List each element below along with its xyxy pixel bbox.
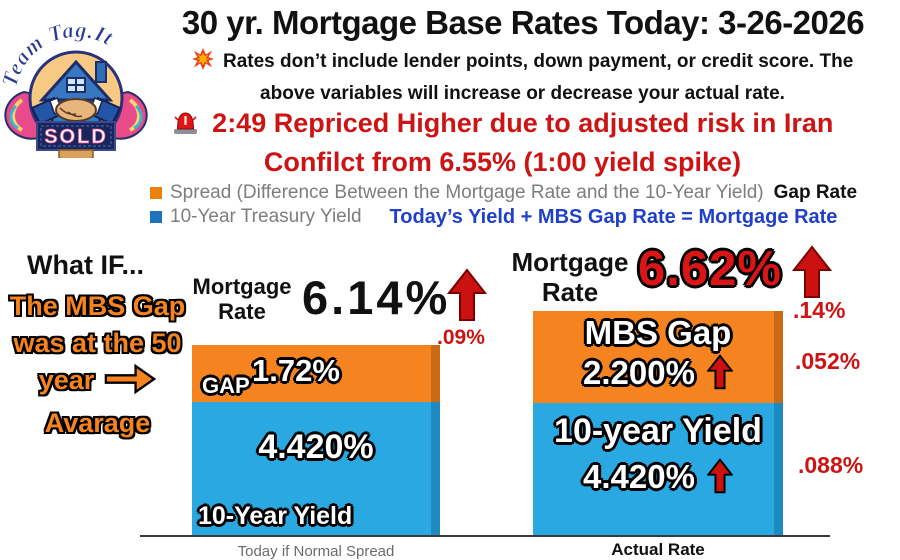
annotation-line1: The MBS Gap bbox=[9, 291, 186, 321]
reprice-alert: 2:49 Repriced Higher due to adjusted ris… bbox=[105, 106, 900, 180]
left-yield-value: 4.420% bbox=[258, 428, 374, 466]
rate-formula: Today’s Yield + MBS Gap Rate = Mortgage … bbox=[389, 205, 838, 228]
alert-line1: 2:49 Repriced Higher due to adjusted ris… bbox=[212, 108, 834, 138]
right-arrow-icon bbox=[104, 363, 157, 401]
disclaimer-line1: Rates don’t include lender points, down … bbox=[223, 51, 854, 72]
spread-legend-label: Spread (Difference Between the Mortgage … bbox=[170, 182, 764, 203]
left-bar-yield-segment: 4.420% 10-Year Yield bbox=[192, 402, 440, 535]
left-bar-gap-segment: 1.72% GAP bbox=[192, 345, 440, 402]
right-gap-name: MBS Gap bbox=[584, 314, 732, 351]
right-yield-value: 4.420% bbox=[583, 458, 695, 495]
x-axis-label-right: Actual Rate bbox=[611, 540, 705, 559]
rate-disclaimer: Rates don’t include lender points, down … bbox=[150, 48, 895, 108]
left-total-rate: 6.14% bbox=[302, 271, 451, 324]
yield-legend-label: 10-Year Treasury Yield bbox=[170, 206, 362, 227]
page-title: 30 yr. Mortgage Base Rates Today: 3-26-2… bbox=[181, 4, 865, 41]
mbs-gap-annotation: The MBS Gap was at the 50 year Avarage bbox=[0, 288, 195, 442]
alert-line2: Confilct from 6.55% (1:00 yield spike) bbox=[263, 147, 742, 178]
left-total-change: .09% bbox=[437, 326, 485, 349]
right-total-rate: 6.62% bbox=[638, 242, 782, 296]
what-if-heading: What IF... bbox=[27, 250, 144, 280]
logo-house-chimney bbox=[95, 61, 107, 83]
bar-actual-rate: MBS Gap 2.200% 10-year Yield 4.420% bbox=[533, 311, 783, 535]
right-bar-title: Mortgage Rate bbox=[511, 247, 629, 307]
team-tag-it-sold-logo: SOLD Team Tag.It bbox=[0, 0, 150, 165]
bar-today-if-normal-spread: 1.72% GAP 4.420% 10-Year Yield bbox=[192, 345, 440, 535]
right-gap-value: 2.200% bbox=[583, 354, 695, 391]
right-bar-yield-segment: 10-year Yield 4.420% bbox=[533, 403, 783, 535]
left-total-up-arrow-icon bbox=[446, 268, 488, 327]
right-total-change: .14% bbox=[793, 297, 846, 323]
right-yield-up-arrow-icon bbox=[706, 458, 734, 501]
legend-row-yield: 10-Year Treasury Yield Today’s Yield + M… bbox=[150, 205, 837, 229]
annotation-line4: Avarage bbox=[44, 408, 151, 438]
x-axis-label-left: Today if Normal Spread bbox=[237, 543, 395, 560]
x-axis-line bbox=[140, 535, 830, 537]
right-yield-change: .088% bbox=[798, 452, 864, 478]
right-gap-up-arrow-icon bbox=[706, 354, 734, 397]
right-total-up-arrow-icon bbox=[791, 245, 833, 304]
disclaimer-line2: above variables will increase or decreas… bbox=[260, 82, 785, 104]
left-gap-word: GAP bbox=[202, 373, 250, 398]
annotation-line3: year bbox=[38, 365, 95, 395]
left-bar-title: Mortgage Rate bbox=[192, 274, 292, 325]
logo-sold-text: SOLD bbox=[44, 126, 108, 148]
spread-legend-swatch bbox=[150, 187, 162, 199]
gap-rate-label: Gap Rate bbox=[773, 182, 858, 203]
starburst-icon bbox=[191, 48, 219, 75]
left-yield-word: 10-Year Yield bbox=[198, 502, 353, 530]
right-yield-name: 10-year Yield bbox=[554, 412, 762, 450]
yield-legend-swatch bbox=[150, 211, 162, 223]
siren-icon bbox=[172, 112, 207, 142]
logo-sold-banner bbox=[36, 121, 116, 151]
right-bar-gap-segment: MBS Gap 2.200% bbox=[533, 311, 783, 403]
left-gap-value: 1.72% bbox=[252, 353, 340, 388]
annotation-line2: was at the 50 bbox=[13, 328, 182, 358]
right-gap-change: .052% bbox=[795, 348, 861, 374]
legend-row-spread: Spread (Difference Between the Mortgage … bbox=[150, 181, 857, 205]
logo-graphic: SOLD Team Tag.It bbox=[0, 16, 148, 165]
